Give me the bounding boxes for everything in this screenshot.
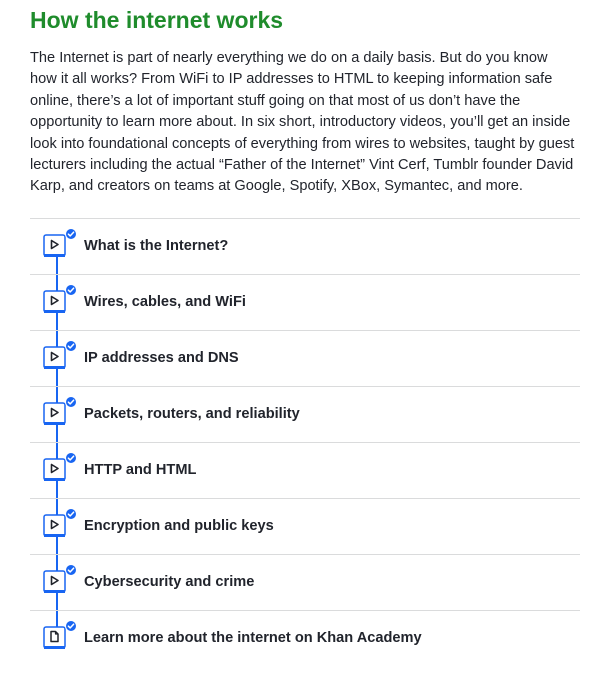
progress-connector-line (56, 247, 58, 634)
lesson-title: What is the Internet? (84, 238, 229, 254)
video-play-icon (43, 508, 77, 539)
lesson-item-learn-more-khan-academy[interactable]: Learn more about the internet on Khan Ac… (30, 611, 580, 666)
lesson-item-encryption-public-keys[interactable]: Encryption and public keys (30, 499, 580, 555)
completed-check-icon (65, 452, 77, 464)
lesson-item-what-is-the-internet[interactable]: What is the Internet? (30, 219, 580, 275)
completed-check-icon (65, 340, 77, 352)
lesson-item-ip-addresses-dns[interactable]: IP addresses and DNS (30, 331, 580, 387)
intro-description: The Internet is part of nearly everythin… (30, 50, 575, 195)
completed-check-icon (65, 396, 77, 408)
article-icon (43, 620, 77, 651)
lesson-title: HTTP and HTML (84, 462, 197, 478)
lesson-title: IP addresses and DNS (84, 350, 239, 366)
completed-check-icon (65, 284, 77, 296)
video-play-icon (43, 564, 77, 595)
lesson-title: Cybersecurity and crime (84, 574, 255, 590)
lesson-item-wires-cables-wifi[interactable]: Wires, cables, and WiFi (30, 275, 580, 331)
video-play-icon (43, 340, 77, 371)
completed-check-icon (65, 508, 77, 520)
video-play-icon (43, 452, 77, 483)
lesson-title: Packets, routers, and reliability (84, 406, 300, 422)
lesson-item-http-html[interactable]: HTTP and HTML (30, 443, 580, 499)
lesson-list: What is the Internet? Wires, cables, and… (30, 218, 580, 663)
video-play-icon (43, 396, 77, 427)
page-title: How the internet works (30, 7, 284, 33)
lesson-title: Encryption and public keys (84, 518, 274, 534)
completed-check-icon (65, 620, 77, 632)
lesson-item-packets-routers-reliability[interactable]: Packets, routers, and reliability (30, 387, 580, 443)
completed-check-icon (65, 228, 77, 240)
video-play-icon (43, 228, 77, 259)
lesson-title: Wires, cables, and WiFi (84, 294, 246, 310)
lesson-item-cybersecurity-crime[interactable]: Cybersecurity and crime (30, 555, 580, 611)
video-play-icon (43, 284, 77, 315)
lesson-title: Learn more about the internet on Khan Ac… (84, 630, 422, 646)
completed-check-icon (65, 564, 77, 576)
